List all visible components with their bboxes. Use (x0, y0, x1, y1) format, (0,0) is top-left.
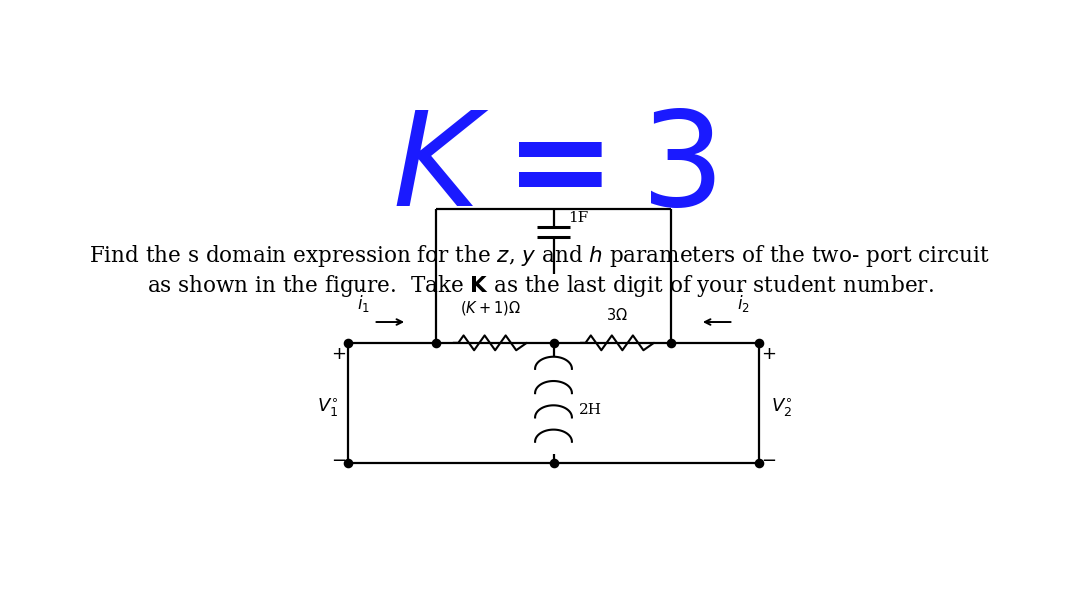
Text: $\mathit{V}_1^{\circ}$: $\mathit{V}_1^{\circ}$ (316, 397, 338, 419)
Point (750, 338, 767, 347)
Point (750, 459, 767, 468)
Text: $\mathit{\dot{i}_1}$: $\mathit{\dot{i}_1}$ (356, 288, 370, 315)
Point (340, 338, 357, 347)
Text: 1F: 1F (568, 211, 589, 225)
Text: $\mathit{V}_2^{\circ}$: $\mathit{V}_2^{\circ}$ (771, 397, 793, 419)
Text: $(K+1)\Omega$: $(K+1)\Omega$ (459, 299, 521, 317)
Text: $\mathit{\dot{i}_2}$: $\mathit{\dot{i}_2}$ (737, 288, 750, 315)
Point (340, 459, 357, 468)
Text: as shown in the figure.  Take $\mathbf{K}$ as the last digit of your student num: as shown in the figure. Take $\mathbf{K}… (147, 273, 933, 299)
Point (428, 338, 445, 347)
Text: Find the s domain expression for the $\it{z}$, $\it{y}$ and $\mathbf{\it{h}}$ pa: Find the s domain expression for the $\i… (90, 243, 990, 269)
Text: 2H: 2H (579, 403, 602, 417)
Point (545, 338, 563, 347)
Text: $\mathit{K}$$\mathbf{=}$$\mathit{3}$: $\mathit{K}$$\mathbf{=}$$\mathit{3}$ (392, 105, 715, 234)
Point (662, 338, 679, 347)
Point (545, 459, 563, 468)
Text: −: − (330, 451, 346, 469)
Text: +: + (761, 345, 777, 363)
Text: −: − (761, 451, 777, 469)
Text: +: + (330, 345, 346, 363)
Text: $3\Omega$: $3\Omega$ (606, 307, 627, 323)
